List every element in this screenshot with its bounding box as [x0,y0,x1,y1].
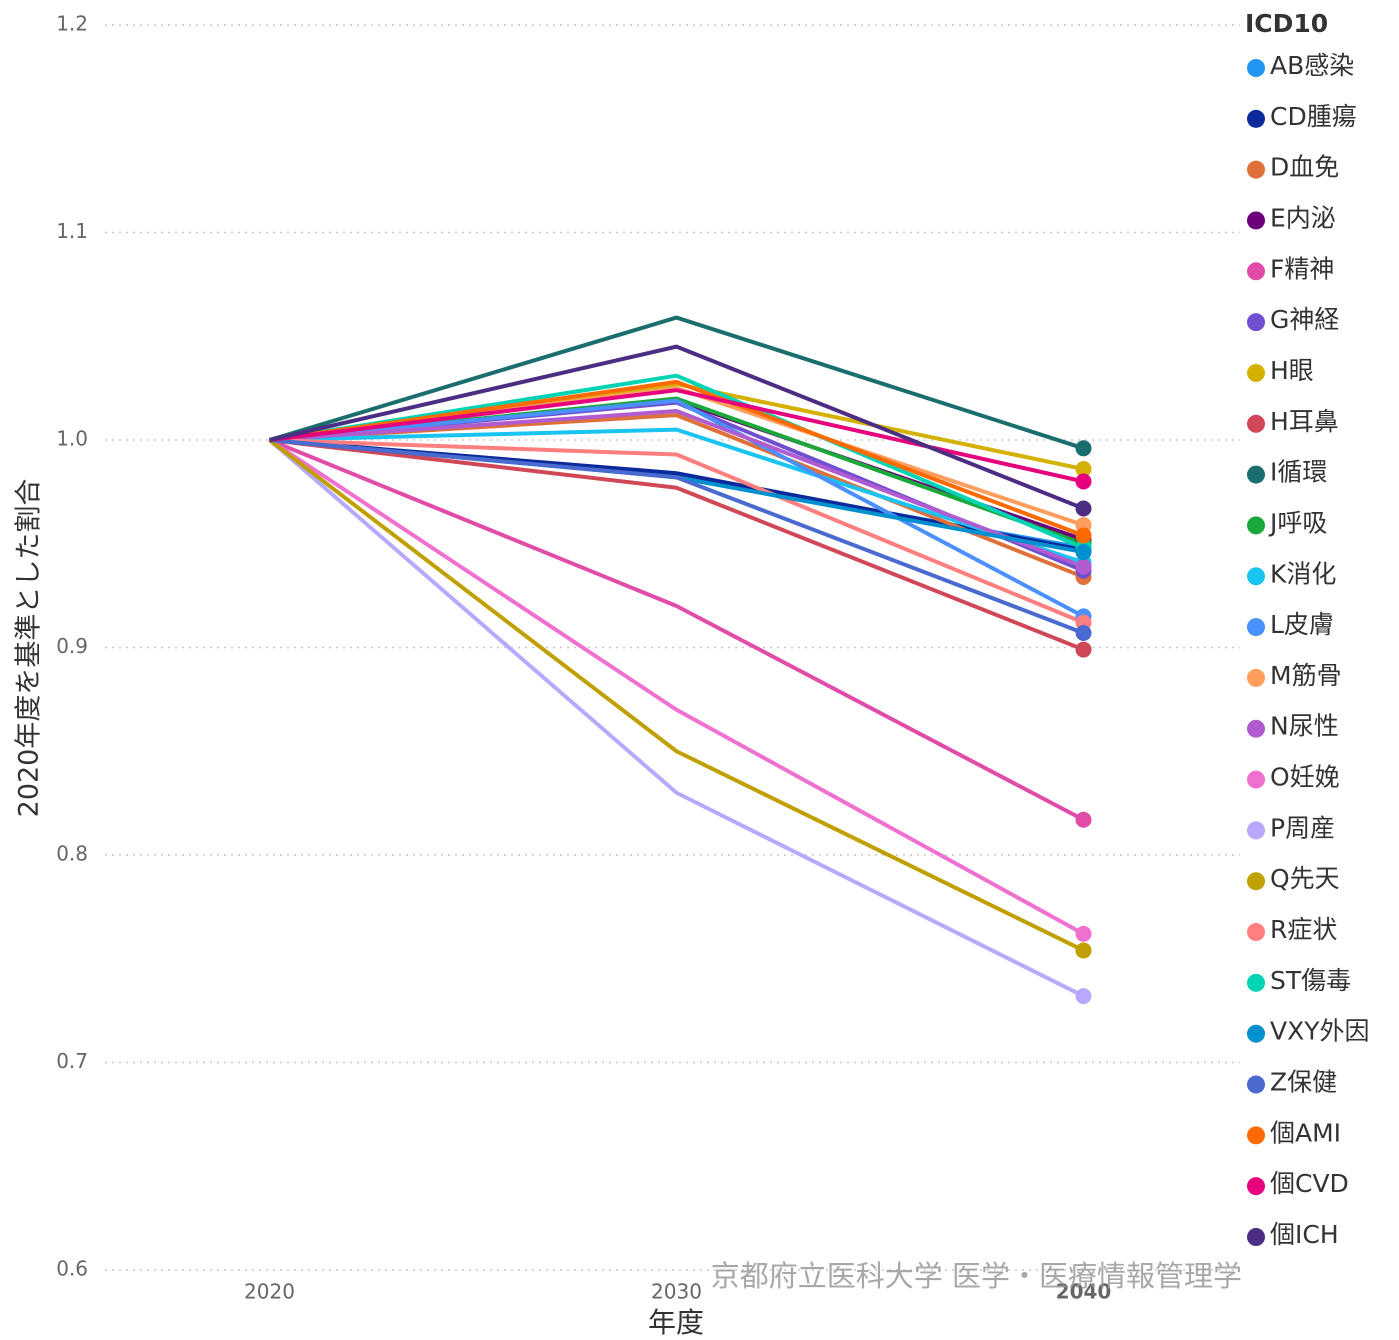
legend-label: 個AMI [1270,1118,1341,1147]
series-line [269,438,1085,635]
legend-swatch [1247,59,1265,77]
series-line [269,408,1085,569]
series-line [268,438,1085,998]
end-marker [1075,624,1092,641]
legend-label: AB感染 [1270,51,1354,80]
end-marker [1075,473,1092,490]
legend-label: CD腫瘍 [1270,102,1357,131]
end-marker [1075,925,1092,942]
legend-label: H眼 [1270,356,1314,385]
series-line [269,438,1085,652]
legend-swatch [1247,211,1265,230]
series-line [268,438,1085,953]
legend-swatch [1247,1126,1265,1145]
legend-label: G神経 [1270,305,1339,334]
end-marker [1075,641,1092,658]
legend-swatch [1247,618,1265,637]
series-line [269,344,1085,511]
end-marker [1075,942,1092,959]
annotation: 京都府立医科大学 医学・医療情報管理学 [711,1259,1242,1293]
legend-swatch [1247,363,1265,382]
legend-label: D血免 [1270,153,1339,182]
x-tick-label: 2030 [651,1280,702,1304]
y-tick-label: 1.0 [56,427,88,451]
legend-label: I循環 [1270,458,1327,487]
end-marker [1075,558,1092,575]
legend-label: E内泌 [1270,203,1336,232]
legend-swatch [1247,1177,1265,1196]
legend-label: L皮膚 [1270,610,1334,639]
x-tick-label: 2040 [1056,1280,1112,1304]
legend-label: VXY外因 [1270,1017,1370,1046]
legend-swatch [1247,160,1265,179]
end-marker [1075,811,1092,828]
end-marker [1075,440,1092,457]
legend-swatch [1247,109,1265,128]
legend-swatch [1247,1024,1265,1043]
series-line [269,379,1085,538]
y-tick-label: 0.8 [56,842,88,866]
end-marker [1075,988,1092,1005]
legend-label: Z保健 [1270,1068,1337,1097]
y-tick-label: 0.7 [56,1049,88,1073]
legend-label: J呼吸 [1268,508,1327,537]
series-line [269,438,1085,625]
series-line [269,427,1085,565]
y-axis-label: 2020年度を基準とした割合 [14,479,45,818]
legend-swatch [1247,973,1265,992]
legend-label: 個ICH [1270,1220,1339,1249]
legend-label: ST傷毒 [1270,966,1351,995]
legend-label: F精神 [1270,254,1334,283]
legend-swatch [1247,262,1265,281]
legend-swatch [1247,872,1265,891]
legend-swatch [1247,567,1265,586]
end-marker [1075,527,1092,544]
x-axis-label: 年度 [648,1306,704,1339]
series-line [269,388,1084,484]
series-line [268,315,1085,451]
x-tick-label: 2020 [244,1280,295,1304]
legend-swatch [1247,923,1265,942]
legend-swatch [1247,1075,1265,1094]
legend-title: ICD10 [1245,9,1328,38]
legend-swatch [1247,719,1265,738]
end-marker [1075,544,1092,561]
legend-swatch [1247,465,1265,484]
legend-label: 個CVD [1270,1169,1349,1198]
legend-label: P周産 [1270,813,1335,842]
legend-swatch [1247,516,1265,535]
y-tick-label: 1.1 [56,219,88,243]
legend-swatch [1247,414,1265,433]
legend-label: Q先天 [1270,864,1340,893]
legend-swatch [1247,1228,1265,1246]
legend-swatch [1247,821,1265,840]
legend-label: K消化 [1270,559,1336,588]
legend-swatch [1247,770,1265,789]
legend-label: H耳鼻 [1270,407,1339,436]
legend-label: N尿性 [1270,712,1339,741]
legend-swatch [1247,313,1265,332]
y-tick-label: 1.2 [56,12,88,36]
series-line [268,438,1085,822]
legend-swatch [1247,668,1265,687]
series-line [269,373,1085,550]
legend-label: R症状 [1270,915,1337,944]
end-marker [1075,461,1092,478]
series-line [268,438,1085,936]
legend-label: O妊娩 [1270,763,1340,792]
end-marker [1075,500,1092,517]
legend-label: M筋骨 [1270,661,1342,690]
series-line [269,398,1085,619]
y-tick-label: 0.9 [56,634,88,658]
y-tick-label: 0.6 [56,1257,88,1281]
